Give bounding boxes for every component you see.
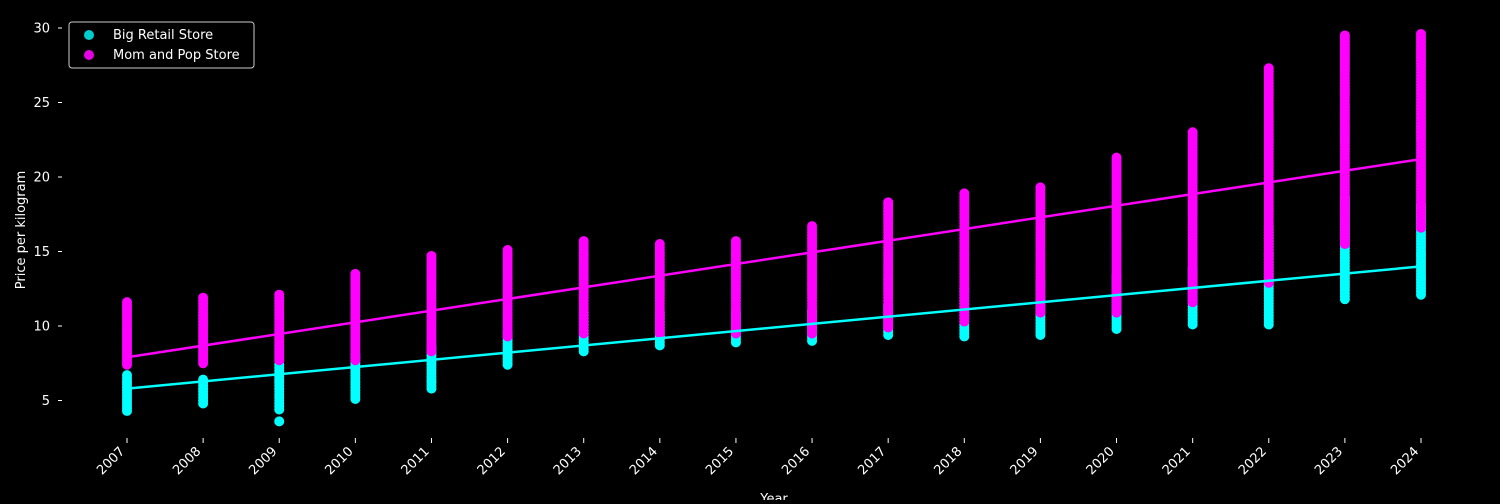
data-point-mom-and-pop-store-2009	[274, 289, 285, 300]
y-tick-label-10: 10	[33, 320, 50, 335]
data-point-mom-and-pop-store-2017	[883, 197, 894, 208]
y-tick-label-5: 5	[42, 394, 50, 409]
legend: Big Retail Store Mom and Pop Store	[68, 21, 255, 69]
data-point-mom-and-pop-store-2018	[959, 188, 970, 199]
y-axis: 5 10 15 20 25 30	[33, 22, 62, 409]
y-axis-label: Price per kilogram	[14, 171, 29, 290]
y-tick-label-30: 30	[33, 22, 50, 37]
data-point-mom-and-pop-store-2021	[1187, 127, 1198, 138]
data-point-mom-and-pop-store-2010	[350, 268, 361, 279]
data-point-mom-and-pop-store-2016	[807, 221, 818, 232]
data-point-mom-and-pop-store-2011	[426, 250, 437, 261]
data-point-mom-and-pop-store-2008	[198, 292, 209, 303]
legend-marker-mom-and-pop	[84, 50, 94, 60]
trend-layer	[126, 157, 1422, 390]
y-tick-label-20: 20	[33, 171, 50, 186]
data-point-mom-and-pop-store-2020	[1111, 152, 1122, 163]
data-point-mom-and-pop-store-2015	[730, 236, 741, 247]
trend-line-big-retail-store	[126, 265, 1422, 390]
x-axis-label: Year	[759, 492, 788, 500]
data-point-mom-and-pop-store-2024	[1416, 28, 1426, 39]
data-point-mom-and-pop-store-2014	[654, 239, 665, 250]
legend-label-big-retail: Big Retail Store	[113, 28, 213, 43]
data-point-big-retail-store-2007	[122, 370, 132, 381]
legend-marker-big-retail	[84, 30, 94, 40]
y-tick-label-15: 15	[33, 245, 50, 260]
points-layer	[122, 28, 1426, 427]
y-tick-label-25: 25	[33, 96, 50, 111]
trend-line-mom-and-pop-store	[126, 157, 1422, 359]
legend-label-mom-and-pop: Mom and Pop Store	[113, 48, 240, 63]
data-point-mom-and-pop-store-2023	[1339, 30, 1350, 41]
data-point-big-retail-store-2008	[198, 374, 209, 385]
legend-frame	[68, 21, 255, 69]
data-point-mom-and-pop-store-2007	[122, 297, 132, 308]
data-point-mom-and-pop-store-2013	[578, 236, 589, 247]
data-point-big-retail-store-outlier-2009	[274, 416, 285, 427]
data-point-mom-and-pop-store-2022	[1263, 63, 1274, 74]
data-point-mom-and-pop-store-2019	[1035, 182, 1046, 193]
data-point-mom-and-pop-store-2012	[502, 245, 513, 256]
